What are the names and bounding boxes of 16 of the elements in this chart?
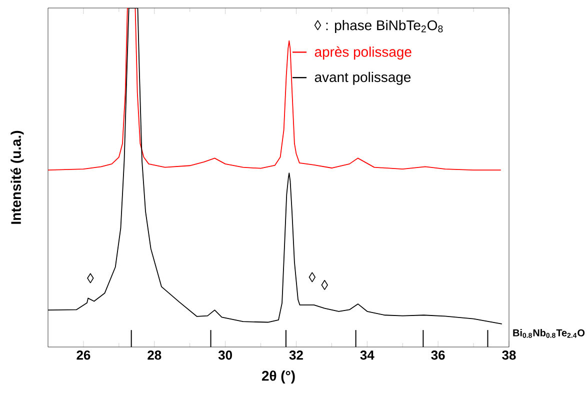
- annotation: ◊: [308, 272, 316, 282]
- x-tick-label: 36: [431, 350, 445, 360]
- legend-label: après polissage: [314, 46, 412, 60]
- legend-label: avant polissage: [314, 72, 411, 85]
- x-tick-label: 28: [148, 350, 162, 360]
- x-axis-title: 2θ (°): [262, 370, 295, 384]
- annotation: ◊: [87, 273, 94, 284]
- x-tick-label: 32: [289, 350, 303, 360]
- text: Bi$_{0.8}$Nb$_{0.8}$Te$_{2.4}$O: [513, 329, 585, 338]
- annotation: ◊ : phase BiNbTe$_{2}$O$_{8}$: [314, 20, 443, 33]
- x-tick-label: 38: [502, 350, 516, 360]
- x-tick-label: 26: [76, 350, 90, 360]
- annotation: ◊: [321, 280, 328, 290]
- x-tick-label: 34: [360, 350, 374, 360]
- x-tick-label: 30: [218, 350, 232, 360]
- y-axis-title: Intensité (u.a.): [10, 130, 24, 224]
